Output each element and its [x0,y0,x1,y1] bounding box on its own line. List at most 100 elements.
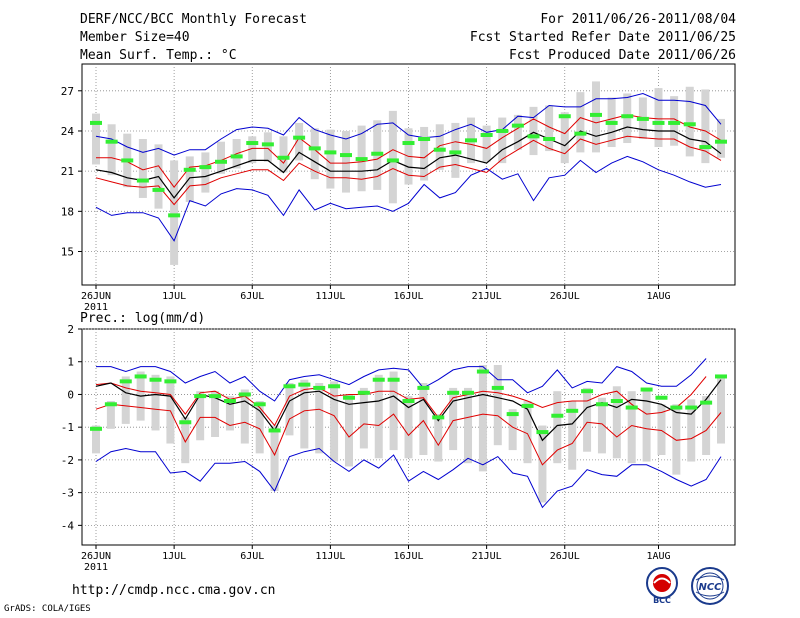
observed-marker [119,379,132,384]
member-size: Member Size=40 [80,30,190,45]
observed-marker [340,153,352,158]
observed-marker [246,141,259,146]
chart-panel-1: 26JUN 1JUL 6JUL 11JUL 16JUL 21JUL 26JUL 1AUG 201… [61,63,736,313]
y-tick-label: -3 [61,487,74,500]
spread-box [529,106,538,156]
spread-box [107,124,116,176]
spread-box [181,417,190,464]
spread-box [545,105,554,152]
observed-marker [566,408,579,413]
source-url[interactable]: http://cmdp.ncc.cma.gov.cn [72,583,276,598]
spread-box [106,401,115,429]
observed-marker [558,114,571,119]
spread-box [451,122,460,178]
spread-box [560,112,569,164]
observed-marker [372,377,385,382]
precip-title: Prec.: log(mm/d) [80,311,205,326]
x-tick-label: 11JUL [315,551,345,562]
spread-box [685,86,694,157]
produced-date: Fcst Produced Date 2011/06/26 [509,48,736,63]
spread-box [344,394,353,467]
spread-box [315,383,324,454]
observed-marker [371,151,384,156]
spread-box [687,399,696,462]
observed-marker [90,426,102,431]
x-tick-label: 26JUN [81,551,111,562]
upper-bound-line [96,358,707,402]
y-tick-label: 0 [67,388,74,401]
observed-marker [308,146,321,151]
spread-box [166,376,175,444]
observed-marker [636,116,649,121]
observed-marker [595,402,608,407]
spread-box [279,136,288,173]
spread-box [374,374,383,459]
ncc-logo: NCC [691,567,729,605]
spread-box [523,401,532,464]
spread-box [657,404,666,455]
y-tick-label: 18 [61,205,74,218]
observed-marker [605,120,618,125]
grads-credit: GrADS: COLA/IGES [4,604,91,614]
observed-marker [432,415,445,420]
y-tick-label: 21 [61,165,74,178]
spread-box [420,126,429,181]
observed-marker [277,155,290,160]
observed-marker [253,402,266,407]
spread-box [568,401,577,470]
spread-box [121,376,130,424]
spread-box [717,118,725,158]
spread-box [583,387,592,452]
chart-panel-2: 26JUN 1JUL 6JUL 11JUL 16JUL 21JUL 26JUL 1AUG201… [61,323,736,573]
x-tick-label: 21JUL [472,291,502,302]
spread-box [482,125,491,162]
observed-marker [496,128,509,133]
observed-marker [238,392,251,397]
observed-marker [152,187,165,192]
spread-box [597,397,606,454]
observed-marker [700,400,713,405]
observed-marker [715,374,727,379]
observed-marker [199,165,212,170]
x-tick-label: 1JUL [162,551,186,562]
y-tick-label: 24 [61,125,75,138]
observed-marker [447,390,460,395]
observed-marker [417,385,430,390]
observed-marker [610,399,623,403]
observed-marker [668,120,681,125]
x-tick-label: 21JUL [472,551,502,562]
variable-label: Mean Surf. Temp.: °C [80,48,237,63]
observed-marker [105,139,118,144]
spread-box [342,130,350,193]
y-tick-label: 27 [61,85,74,98]
observed-marker [536,430,549,435]
observed-marker [387,377,400,382]
spread-box [623,93,632,144]
y-tick-label: 15 [61,246,74,259]
spread-box [295,122,304,161]
spread-box [672,404,681,475]
spread-box [138,139,147,198]
spread-box [642,387,651,462]
observed-marker [164,379,177,384]
spread-box [300,379,309,449]
observed-marker [134,374,147,379]
x-tick-label: 16JUL [393,291,423,302]
refer-date: Fcst Started Refer Date 2011/06/25 [469,30,736,45]
observed-marker [511,123,524,128]
observed-marker [298,382,311,387]
observed-marker [652,120,665,125]
lower-quartile-line [95,135,722,206]
spread-box [449,387,458,451]
observed-marker [581,389,594,394]
spread-box [592,81,600,153]
observed-marker [313,385,326,390]
observed-marker [104,402,117,407]
x-tick-label: 6JUL [240,291,264,302]
spread-box [217,141,225,174]
spread-box [310,128,319,180]
observed-marker [699,145,712,150]
x-tick-label: 1JUL [162,291,186,302]
observed-marker [230,154,243,159]
